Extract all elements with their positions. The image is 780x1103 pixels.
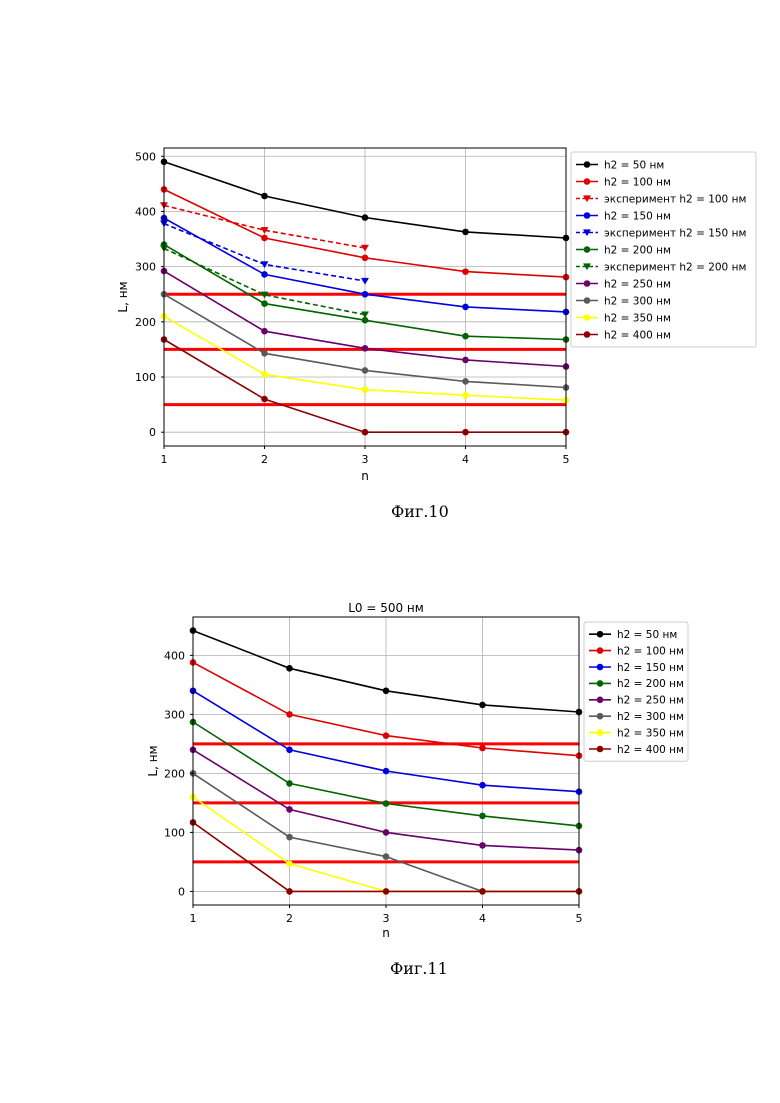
data-point	[480, 842, 486, 848]
y-tick-label: 300	[164, 708, 185, 721]
data-point	[287, 711, 293, 717]
y-axis-label: L, нм	[146, 745, 160, 776]
data-point	[287, 888, 293, 894]
legend: h2 = 50 нм h2 = 100 нм h2 = 150 нм h2 = 200…	[584, 622, 688, 761]
data-point	[383, 888, 389, 894]
legend-swatch-marker	[597, 648, 603, 654]
legend-swatch-marker	[597, 730, 603, 736]
legend-swatch-marker	[597, 631, 603, 637]
legend-box	[584, 622, 688, 761]
y-tick-label: 400	[164, 649, 185, 662]
legend-label: h2 = 200 нм	[617, 678, 684, 690]
legend-label: h2 = 300 нм	[617, 711, 684, 723]
x-tick-label: 3	[383, 912, 390, 925]
data-point	[383, 854, 389, 860]
x-tick-label: 1	[190, 912, 197, 925]
data-point	[287, 806, 293, 812]
data-point	[480, 745, 486, 751]
legend-swatch-marker	[597, 713, 603, 719]
data-point	[383, 733, 389, 739]
legend-label: h2 = 50 нм	[617, 629, 677, 641]
y-tick-label: 100	[164, 826, 185, 839]
legend-label: h2 = 250 нм	[617, 695, 684, 707]
data-point	[287, 665, 293, 671]
data-point	[287, 861, 293, 867]
data-point	[287, 747, 293, 753]
legend-swatch-marker	[597, 680, 603, 686]
legend-swatch-marker	[597, 746, 603, 752]
caption-fig11: Фиг.11	[390, 959, 448, 978]
data-point	[480, 782, 486, 788]
legend-label: h2 = 150 нм	[617, 662, 684, 674]
x-tick-label: 4	[479, 912, 486, 925]
data-point	[287, 834, 293, 840]
figure-page: 123450100200300400500nL, нмh2 = 50 нмh2 …	[0, 0, 780, 1103]
data-point	[383, 829, 389, 835]
legend-label: h2 = 100 нм	[617, 645, 684, 657]
data-point	[287, 780, 293, 786]
data-point	[480, 888, 486, 894]
y-tick-label: 0	[178, 885, 185, 898]
y-tick-label: 200	[164, 767, 185, 780]
x-axis-label: n	[382, 926, 390, 940]
data-point	[383, 688, 389, 694]
x-tick-label: 5	[576, 912, 583, 925]
data-point	[480, 813, 486, 819]
data-point	[383, 800, 389, 806]
x-tick-label: 2	[286, 912, 293, 925]
legend-label: h2 = 400 нм	[617, 744, 684, 756]
chart-fig11: 1 2 3 4 5 0 100 200 300 400 n L, нм L0 = 500 нм h2 = …	[0, 0, 780, 960]
data-point	[480, 702, 486, 708]
legend-swatch-marker	[597, 664, 603, 670]
data-point	[383, 768, 389, 774]
legend-swatch-marker	[597, 697, 603, 703]
chart-title: L0 = 500 нм	[348, 601, 424, 615]
legend-label: h2 = 350 нм	[617, 727, 684, 739]
